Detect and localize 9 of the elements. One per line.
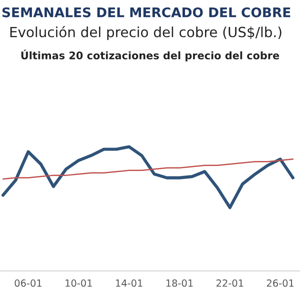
chart-subtitle: Evolución del precio del cobre (US$/lb.) <box>10 26 282 40</box>
x-tick-label: 18-01 <box>166 279 193 287</box>
x-tick-label: 10-01 <box>66 279 92 287</box>
x-tick-label: 22-01 <box>216 279 244 287</box>
x-tick-label: 26-01 <box>266 279 294 287</box>
x-tick-label: 06-01 <box>14 279 42 287</box>
text: Últimas 20 cotizaciones del precio del cobre <box>21 50 280 62</box>
x-tick-label: 14-01 <box>116 279 142 287</box>
chart-title: SEMANALES DEL MERCADO DEL COBRE <box>2 7 290 18</box>
